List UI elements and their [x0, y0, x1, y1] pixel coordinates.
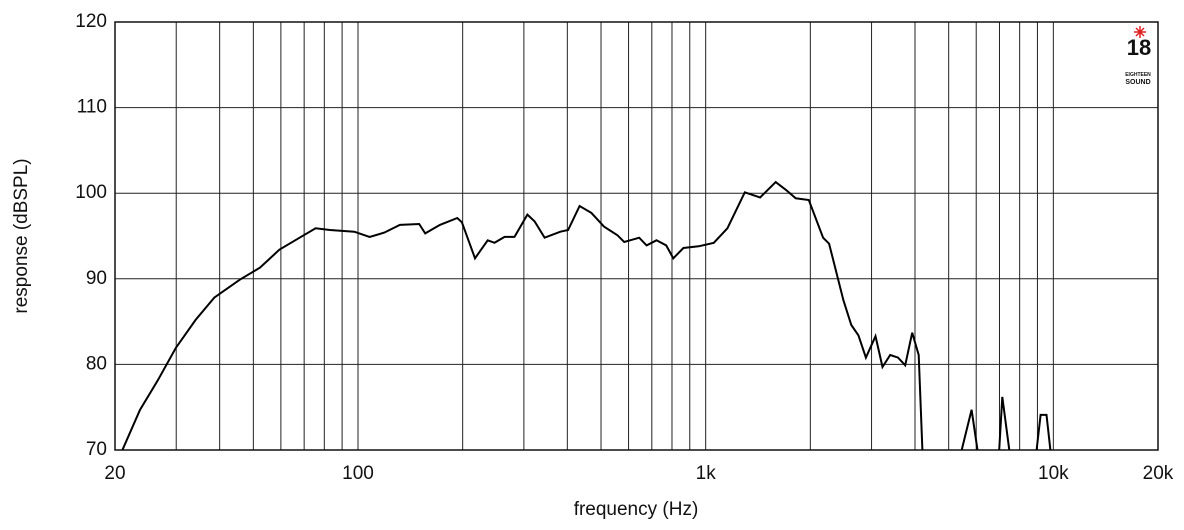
logo: 18 EIGHTEEN SOUND: [1125, 26, 1151, 86]
y-tick-label: 80: [86, 353, 107, 374]
y-tick-label: 110: [77, 97, 107, 118]
x-tick-label: 20k: [1143, 463, 1174, 484]
x-axis-label: frequency (Hz): [574, 499, 699, 520]
x-tick-label: 10k: [1038, 463, 1069, 484]
logo-number: 18: [1127, 35, 1151, 60]
y-tick-label: 120: [75, 11, 107, 32]
x-tick-label: 100: [342, 463, 374, 484]
x-tick-label: 20: [104, 463, 125, 484]
logo-text: SOUND: [1125, 79, 1150, 86]
plot-frame: [114, 21, 1159, 451]
y-tick-label: 90: [86, 268, 107, 289]
y-tick-label: 100: [75, 182, 107, 203]
y-tick-label: 70: [86, 439, 107, 460]
response-line: [121, 180, 1052, 450]
logo-star: [1134, 26, 1146, 38]
y-axis-label: response (dBSPL): [11, 158, 32, 313]
logo-text: EIGHTEEN: [1125, 72, 1151, 78]
x-tick-label: 1k: [696, 463, 717, 484]
